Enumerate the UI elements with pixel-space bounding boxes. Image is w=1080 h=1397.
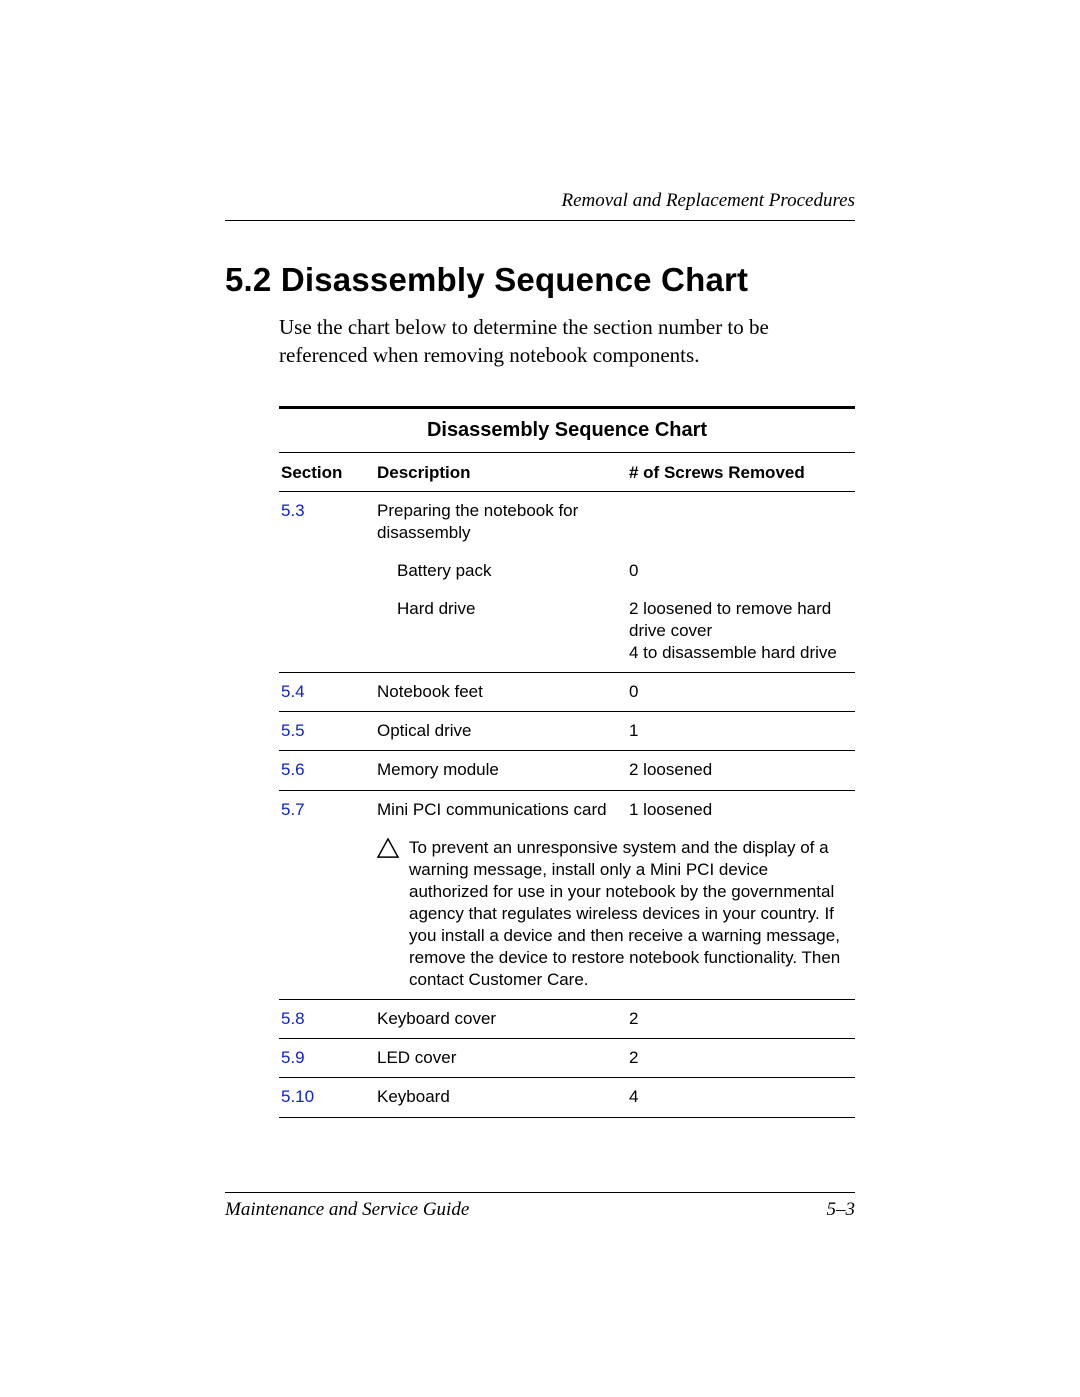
cell-description: LED cover	[375, 1039, 627, 1078]
table-row: 5.5 Optical drive 1	[279, 712, 855, 751]
section-link[interactable]: 5.8	[281, 1009, 305, 1028]
cell-screws	[627, 491, 855, 552]
table-row: 5.8 Keyboard cover 2	[279, 1000, 855, 1039]
cell-screws: 4	[627, 1078, 855, 1117]
table-subrow: Battery pack 0	[279, 552, 855, 590]
cell-screws: 2	[627, 1039, 855, 1078]
cell-screws: 2 loosened	[627, 751, 855, 790]
cell-description: Keyboard	[375, 1078, 627, 1117]
cell-screws: 2	[627, 1000, 855, 1039]
cell-screws: 2 loosened to remove hard drive cover 4 …	[627, 590, 855, 673]
section-link[interactable]: 5.5	[281, 721, 305, 740]
col-header-section: Section	[279, 453, 375, 492]
table-row: 5.9 LED cover 2	[279, 1039, 855, 1078]
cell-description: Memory module	[375, 751, 627, 790]
col-header-screws: # of Screws Removed	[627, 453, 855, 492]
cell-screws: 0	[627, 673, 855, 712]
table-container: Disassembly Sequence Chart Section Descr…	[279, 406, 855, 1118]
footer-rule	[225, 1192, 855, 1193]
caution-icon	[377, 838, 399, 858]
table-row: 5.7 Mini PCI communications card 1 loose…	[279, 790, 855, 829]
table-subrow: Hard drive 2 loosened to remove hard dri…	[279, 590, 855, 673]
cell-description: Keyboard cover	[375, 1000, 627, 1039]
cell-screws: 0	[627, 552, 855, 590]
disassembly-table: Section Description # of Screws Removed …	[279, 453, 855, 1118]
col-header-description: Description	[375, 453, 627, 492]
table-row: 5.4 Notebook feet 0	[279, 673, 855, 712]
footer-right: 5–3	[827, 1199, 856, 1221]
section-link[interactable]: 5.10	[281, 1087, 314, 1106]
section-link[interactable]: 5.7	[281, 800, 305, 819]
cell-description: Preparing the notebook for disassembly	[375, 491, 627, 552]
header-rule	[225, 220, 855, 221]
section-link[interactable]: 5.6	[281, 760, 305, 779]
cell-description: Mini PCI communications card	[375, 790, 627, 829]
table-top-rule	[279, 406, 855, 409]
section-heading: 5.2 Disassembly Sequence Chart	[225, 261, 855, 299]
section-intro: Use the chart below to determine the sec…	[279, 313, 855, 370]
running-header: Removal and Replacement Procedures	[225, 190, 855, 212]
warning-box: To prevent an unresponsive system and th…	[377, 837, 849, 992]
footer-left: Maintenance and Service Guide	[225, 1199, 469, 1221]
table-title: Disassembly Sequence Chart	[279, 419, 855, 442]
table-header-row: Section Description # of Screws Removed	[279, 453, 855, 492]
cell-description: Optical drive	[375, 712, 627, 751]
table-row: 5.6 Memory module 2 loosened	[279, 751, 855, 790]
section-link[interactable]: 5.9	[281, 1048, 305, 1067]
table-warning-row: To prevent an unresponsive system and th…	[279, 829, 855, 1000]
sub-label: Hard drive	[377, 598, 621, 620]
page-content: Removal and Replacement Procedures 5.2 D…	[225, 190, 855, 1118]
table-row: 5.3 Preparing the notebook for disassemb…	[279, 491, 855, 552]
table-row: 5.10 Keyboard 4	[279, 1078, 855, 1117]
section-link[interactable]: 5.4	[281, 682, 305, 701]
cell-screws: 1 loosened	[627, 790, 855, 829]
cell-screws: 1	[627, 712, 855, 751]
warning-text: To prevent an unresponsive system and th…	[409, 837, 849, 992]
section-link[interactable]: 5.3	[281, 501, 305, 520]
page-footer: Maintenance and Service Guide 5–3	[225, 1192, 855, 1221]
sub-label: Battery pack	[377, 560, 621, 582]
cell-description: Notebook feet	[375, 673, 627, 712]
